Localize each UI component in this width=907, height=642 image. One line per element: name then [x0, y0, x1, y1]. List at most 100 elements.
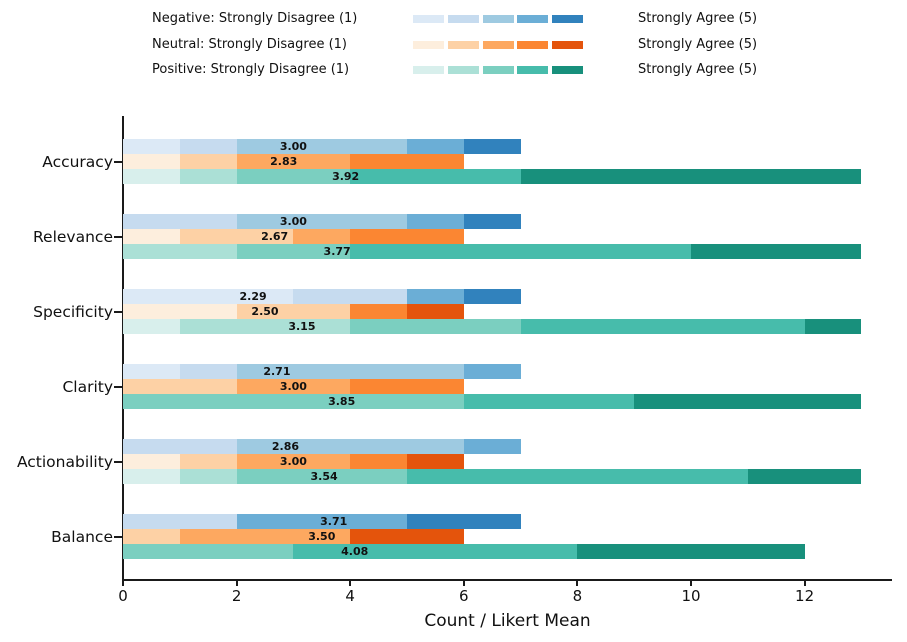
bar-segment-relevance-neutral-level-4	[350, 229, 464, 244]
legend-swatch-positive-level-4	[517, 65, 549, 74]
legend-right-label-neutral: Strongly Agree (5)	[638, 36, 758, 52]
legend-left-label-positive: Positive: Strongly Disagree (1)	[152, 61, 350, 77]
bar-segment-accuracy-negative-level-2	[179, 139, 237, 154]
y-tick-mark	[114, 385, 122, 388]
bar-segment-specificity-positive-level-2	[179, 319, 351, 334]
bar-segment-actionability-positive-level-4	[407, 469, 748, 484]
bar-segment-clarity-neutral-level-4	[350, 379, 464, 394]
legend-right-label-positive: Strongly Agree (5)	[638, 61, 758, 77]
x-tick-label: 6	[459, 587, 469, 605]
legend-swatch-negative-level-5	[552, 15, 584, 23]
bar-segment-accuracy-neutral-level-2	[179, 154, 237, 169]
mean-label-actionability-positive: 3.54	[310, 469, 338, 483]
bar-segment-actionability-neutral-level-3	[236, 454, 351, 469]
bar-segment-balance-positive-level-4	[293, 544, 578, 559]
bar-segment-clarity-neutral-level-3	[236, 379, 351, 394]
legend: Negative: Strongly Disagree (1) Strongly …	[0, 0, 907, 95]
legend-swatch-neutral-level-3	[482, 40, 514, 49]
bar-segment-accuracy-positive-level-2	[179, 169, 237, 184]
bar-segment-balance-neutral-level-5	[350, 529, 464, 544]
bar-segment-relevance-positive-level-3	[236, 244, 351, 259]
bar-segment-actionability-positive-level-2	[179, 469, 237, 484]
legend-swatch-neutral-level-2	[447, 40, 479, 49]
bar-segment-clarity-negative-level-1	[123, 364, 180, 379]
mean-label-balance-positive: 4.08	[341, 544, 369, 558]
bar-segment-balance-negative-level-4	[236, 514, 407, 529]
x-tick-mark	[349, 581, 352, 586]
bar-segment-accuracy-negative-level-3	[236, 139, 407, 154]
bar-segment-clarity-positive-level-3	[123, 394, 464, 409]
y-tick-mark	[114, 310, 122, 313]
x-tick-mark	[122, 581, 124, 586]
x-tick-mark	[235, 581, 238, 586]
category-label-actionability: Actionability	[16, 452, 113, 471]
category-label-clarity: Clarity	[62, 377, 113, 396]
bar-segment-balance-negative-level-5	[407, 514, 521, 529]
mean-label-actionability-neutral: 3.00	[279, 454, 307, 468]
bar-segment-specificity-positive-level-5	[804, 319, 862, 334]
bar-segment-accuracy-negative-level-1	[123, 139, 180, 154]
bar-segment-balance-positive-level-5	[577, 544, 805, 559]
mean-label-clarity-neutral: 3.00	[279, 379, 307, 393]
legend-swatch-negative-level-3	[482, 15, 514, 23]
mean-label-specificity-positive: 3.15	[288, 319, 316, 333]
legend-swatch-negative-level-4	[517, 15, 549, 23]
category-label-balance: Balance	[51, 527, 113, 546]
bar-segment-specificity-negative-level-5	[463, 289, 521, 304]
mean-label-relevance-negative: 3.00	[279, 214, 307, 228]
mean-label-balance-neutral: 3.50	[308, 529, 336, 543]
bar-segment-specificity-negative-level-4	[407, 289, 464, 304]
bar-segment-actionability-neutral-level-2	[179, 454, 237, 469]
bar-segment-relevance-negative-level-4	[407, 214, 464, 229]
y-tick-mark	[114, 460, 122, 463]
bar-segment-actionability-negative-level-4	[463, 439, 521, 454]
x-tick-mark	[462, 581, 465, 586]
bar-segment-actionability-neutral-level-4	[350, 454, 407, 469]
bar-segment-relevance-negative-level-2	[123, 214, 237, 229]
bar-segment-specificity-negative-level-2	[293, 289, 407, 304]
bar-segment-clarity-negative-level-3	[236, 364, 464, 379]
bar-segment-clarity-negative-level-2	[179, 364, 237, 379]
bar-segment-relevance-neutral-level-3	[293, 229, 351, 244]
bar-segment-clarity-negative-level-4	[463, 364, 521, 379]
mean-label-balance-negative: 3.71	[320, 514, 348, 528]
bar-segment-accuracy-positive-level-5	[520, 169, 862, 184]
x-tick-label: 4	[345, 587, 355, 605]
y-tick-mark	[114, 160, 122, 163]
y-axis-spine	[122, 116, 124, 581]
legend-swatch-neutral-level-1	[413, 40, 444, 49]
mean-label-specificity-neutral: 2.50	[251, 304, 279, 318]
bar-segment-actionability-neutral-level-1	[123, 454, 180, 469]
bar-segment-specificity-neutral-level-2	[236, 304, 351, 319]
x-tick-label: 8	[572, 587, 583, 605]
bar-segment-relevance-negative-level-3	[236, 214, 407, 229]
legend-left-label-negative: Negative: Strongly Disagree (1)	[152, 11, 358, 26]
bar-segment-specificity-negative-level-1	[123, 289, 294, 304]
bar-segment-clarity-positive-level-5	[634, 394, 862, 409]
x-tick-mark	[576, 581, 579, 586]
mean-label-accuracy-neutral: 2.83	[270, 154, 298, 168]
bar-segment-specificity-neutral-level-1	[123, 304, 237, 319]
bar-segment-specificity-positive-level-4	[520, 319, 805, 334]
bar-segment-accuracy-positive-level-3	[236, 169, 351, 184]
bar-segment-relevance-negative-level-5	[463, 214, 521, 229]
mean-label-accuracy-positive: 3.92	[332, 169, 360, 183]
legend-swatch-positive-level-3	[482, 65, 514, 74]
mean-label-actionability-negative: 2.86	[271, 439, 299, 453]
bar-segment-accuracy-neutral-level-1	[123, 154, 180, 169]
legend-swatch-negative-level-2	[447, 15, 479, 23]
x-axis-spine	[122, 579, 892, 581]
legend-right-label-negative: Strongly Agree (5)	[638, 11, 758, 26]
x-tick-mark	[690, 581, 692, 586]
bar-segment-balance-neutral-level-3	[179, 529, 351, 544]
y-tick-mark	[114, 535, 122, 538]
category-label-accuracy: Accuracy	[42, 152, 113, 171]
bar-segment-relevance-positive-level-2	[123, 244, 237, 259]
bar-segment-relevance-neutral-level-2	[179, 229, 294, 244]
bar-segment-specificity-neutral-level-5	[407, 304, 464, 319]
bar-segment-relevance-neutral-level-1	[123, 229, 180, 244]
bar-segment-actionability-negative-level-3	[236, 439, 464, 454]
category-label-relevance: Relevance	[32, 227, 113, 246]
